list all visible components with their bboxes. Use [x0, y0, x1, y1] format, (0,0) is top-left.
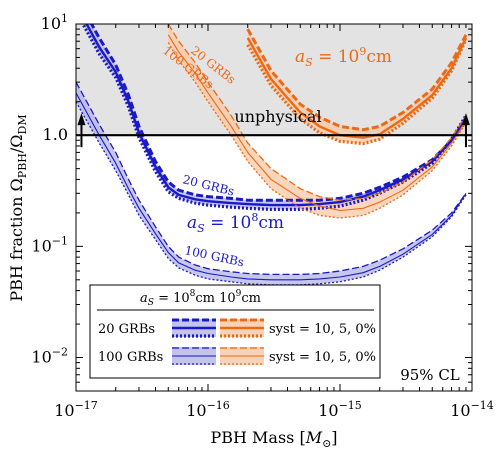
y-tick-label: 10−1: [31, 234, 68, 255]
legend: aS = 108cm 109cm 20 GRBs 100 GRBs syst =…: [89, 284, 381, 379]
line-blue-1-syst5: [76, 92, 467, 281]
arrow-head-1: [461, 113, 470, 126]
cl-label: 95% CL: [400, 366, 460, 384]
x-tick-label: 10−14: [450, 399, 494, 420]
blue-as-annotation: aS = 108cm: [187, 211, 284, 235]
line-blue-0-syst5: [85, 24, 468, 207]
legend-row-20-label: 20 GRBs: [98, 322, 155, 337]
line-blue-0-syst10: [89, 24, 468, 202]
line-orange-2-syst10: [246, 28, 468, 132]
y-tick-label: 101: [41, 12, 68, 33]
y-axis-label: PBH fraction ΩPBH/ΩDM: [7, 114, 29, 301]
x-tick-label: 10−17: [54, 399, 98, 420]
line-orange-3-syst10: [167, 24, 467, 201]
legend-row-100-syst: syst = 10, 5, 0%: [269, 350, 376, 365]
x-tick-label: 10−15: [318, 399, 362, 420]
y-tick-label: 1.0: [43, 125, 68, 144]
legend-header: aS = 108cm 109cm: [140, 289, 261, 308]
tick-labels: 10−17 10−16 10−15 10−14 101 1.0 10−1 10−2: [31, 12, 493, 420]
x-tick-label: 10−16: [186, 399, 230, 420]
line-orange-3-syst5: [167, 34, 467, 212]
orange-as-annotation: aS = 109cm: [295, 45, 392, 69]
plot-frame: [75, 23, 473, 392]
line-orange-2-syst5: [246, 37, 468, 139]
series-lines: [76, 24, 468, 286]
arrows: [77, 113, 470, 148]
line-blue-1-syst10: [76, 81, 467, 276]
x-axis-label: PBH Mass [M⊙]: [210, 428, 337, 450]
legend-row-20-syst: syst = 10, 5, 0%: [269, 322, 376, 337]
line-blue-0-syst0: [81, 24, 468, 211]
legend-swatches: [172, 318, 264, 365]
line-orange-2-syst0: [246, 38, 468, 146]
arrow-head-0: [77, 113, 86, 126]
legend-row-100-label: 100 GRBs: [98, 350, 163, 365]
line-orange-3-syst0: [167, 42, 467, 219]
axis-ticks: [75, 23, 473, 392]
y-tick-label: 10−2: [31, 346, 68, 367]
plot-area: [76, 24, 472, 286]
unphysical-label: unphysical: [234, 107, 321, 126]
